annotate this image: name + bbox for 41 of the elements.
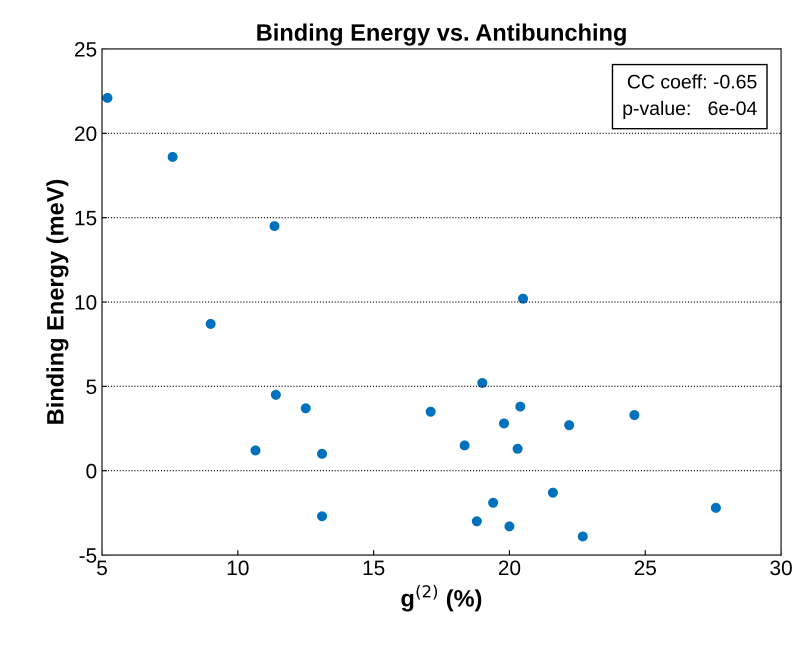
point — [512, 444, 523, 454]
y-tick-label: -5 — [80, 548, 96, 563]
point — [477, 378, 488, 388]
point — [316, 448, 328, 459]
point — [206, 318, 216, 329]
point — [498, 418, 510, 429]
point — [504, 521, 514, 532]
point — [270, 390, 281, 400]
point — [168, 152, 178, 162]
y-tick-label: 15 — [76, 210, 96, 226]
point — [564, 420, 574, 430]
y-tick-label: 0 — [86, 464, 96, 478]
point — [250, 445, 261, 456]
y-tick-label: 25 — [75, 42, 96, 57]
y-tick-label: 10 — [76, 295, 96, 310]
point — [316, 511, 328, 522]
point — [515, 402, 526, 412]
point — [472, 516, 482, 526]
point — [578, 531, 588, 542]
x-tick-label: 25 — [634, 560, 656, 576]
y-tick-label: 20 — [75, 126, 96, 142]
x-tick-label: 30 — [770, 560, 792, 576]
point — [460, 440, 470, 450]
point — [102, 92, 112, 103]
y-axis-title: Binding Energy (meV) — [46, 180, 68, 424]
x-tick-label: 5 — [97, 560, 107, 576]
point — [426, 406, 436, 417]
point — [269, 221, 280, 232]
annotation: CC coeff: -0.65 p-value: 6e-04 — [623, 74, 757, 119]
x-tick-label: 15 — [364, 560, 384, 576]
chart-title: Binding Energy vs. Antibunching — [257, 24, 626, 46]
point — [548, 488, 558, 498]
x-tick-label: 20 — [498, 560, 520, 576]
x-axis-title: g$^{(2)}$ (%) — [401, 584, 482, 612]
point — [300, 403, 311, 414]
point — [710, 502, 721, 513]
y-tick-label: 5 — [86, 380, 96, 394]
point — [629, 410, 640, 420]
x-tick-label: 10 — [228, 560, 249, 576]
point — [518, 294, 528, 304]
point — [488, 498, 498, 508]
